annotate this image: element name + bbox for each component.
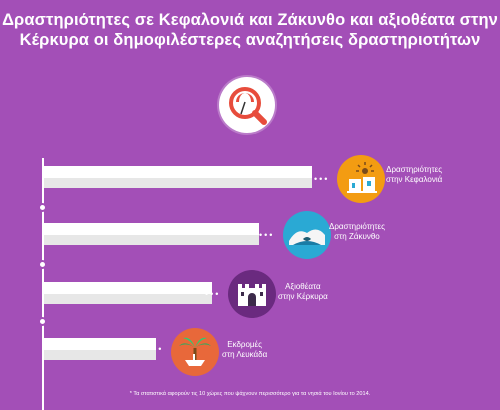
- connector-dots: •••: [205, 289, 221, 299]
- title-line-1: Δραστηριότητες σε Κεφαλονιά και Ζάκυνθο …: [2, 11, 498, 29]
- palm-tree-icon: [179, 337, 211, 366]
- search-badge: [219, 77, 275, 133]
- bar-kerkyra: [44, 282, 212, 304]
- circle-zakynthos: [283, 211, 331, 259]
- beach-cove-icon: [289, 229, 325, 245]
- axis-dot: [38, 317, 47, 326]
- circle-kerkyra: [228, 270, 276, 318]
- label-lefkada: Εκδρομές στη Λευκάδα: [222, 340, 268, 359]
- bar-kefalonia: [44, 166, 312, 188]
- connector-dots: •••: [148, 344, 164, 354]
- footnote: * Τα στατιστικά αφορούν τις 10 χώρες που…: [129, 391, 371, 397]
- axis-dot: [38, 203, 47, 212]
- island-houses-icon: [347, 162, 377, 193]
- axis-dot: [38, 260, 47, 269]
- timeline-axis: [42, 158, 44, 410]
- label-zakynthos: Δραστηριότητες στη Ζάκυνθο: [329, 222, 385, 241]
- castle-icon: [238, 284, 266, 306]
- bar-zakynthos: [44, 223, 259, 245]
- connector-dots: •••: [259, 230, 275, 240]
- bar-lefkada: [44, 338, 156, 360]
- label-kerkyra: Αξιοθέατα στην Κέρκυρα: [278, 282, 328, 301]
- title-line-2: Κέρκυρα οι δημοφιλέστερες αναζητήσεις δρ…: [19, 31, 481, 49]
- connector-dots: •••: [314, 174, 330, 184]
- circle-kefalonia: [337, 155, 385, 203]
- search-umbrella-icon: [229, 87, 267, 125]
- page-title: Δραστηριότητες σε Κεφαλονιά και Ζάκυνθο …: [0, 10, 500, 50]
- circle-lefkada: [171, 328, 219, 376]
- label-kefalonia: Δραστηριότητες στην Κεφαλονιά: [386, 165, 443, 184]
